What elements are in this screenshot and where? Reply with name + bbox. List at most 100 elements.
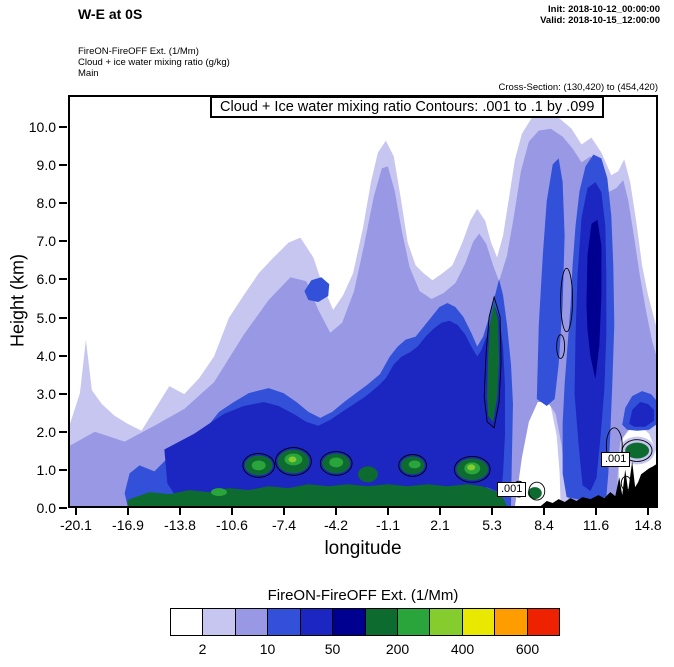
contour-fill-region <box>540 461 656 506</box>
contour-line <box>620 475 632 491</box>
y-tick-mark <box>59 202 67 205</box>
x-tick-mark <box>387 508 389 515</box>
contour-line <box>275 447 312 476</box>
contour-fill-region <box>211 488 227 497</box>
contour-fill-region <box>288 456 297 463</box>
colorbar-cell <box>527 609 560 635</box>
y-tick-label: 1.0 <box>36 461 56 478</box>
x-tick-mark <box>543 508 545 515</box>
y-tick-mark <box>59 126 67 128</box>
x-tick-mark <box>179 508 181 515</box>
y-tick-mark <box>59 278 67 281</box>
valid-time-text: Valid: 2018-10-15_12:00:00 <box>540 15 660 26</box>
x-tick-label: 14.8 <box>634 517 662 533</box>
colorbar-tick-label: 2 <box>198 641 207 657</box>
contour-variable-text: Cloud + ice water mixing ratio (g/kg) <box>78 57 230 68</box>
contour-label-box: .001 <box>601 452 631 467</box>
init-time-text: Init: 2018-10-12_00:00:00 <box>548 4 660 15</box>
contour-fill-region <box>358 466 378 483</box>
colorbar-tick-label: 10 <box>259 641 276 657</box>
contour-line <box>556 334 566 359</box>
y-tick-label: 10.0 <box>28 119 56 135</box>
contour-line <box>528 481 546 501</box>
y-tick-label: 5.0 <box>36 309 56 326</box>
x-tick-mark <box>75 508 77 515</box>
colorbar-tick-label: 600 <box>515 641 540 657</box>
x-tick-mark <box>491 508 493 515</box>
y-tick-label: 8.0 <box>36 195 56 212</box>
colorbar-cell <box>171 609 204 635</box>
contour-field <box>70 113 656 507</box>
y-tick-label: 7.0 <box>36 233 56 250</box>
contour-fill-region <box>251 460 266 471</box>
contour-fill-region <box>629 402 655 427</box>
contour-fill-region <box>467 464 476 471</box>
x-tick-label: -13.8 <box>164 517 196 533</box>
y-tick-label: 3.0 <box>36 385 56 402</box>
contour-line <box>398 454 428 477</box>
colorbar-cell <box>300 609 334 635</box>
colorbar-cell <box>462 609 496 635</box>
page-title: W-E at 0S <box>78 6 143 22</box>
x-tick-label: 2.1 <box>430 517 450 533</box>
colorbar-cell <box>365 609 398 635</box>
contour-fill-region <box>536 158 565 406</box>
y-tick-label: 6.0 <box>36 271 56 288</box>
colorbar-cell <box>333 609 366 635</box>
x-tick-mark <box>647 508 649 515</box>
x-tick-label: 5.3 <box>482 517 502 533</box>
contour-fill-region <box>527 487 542 500</box>
colorbar-tick-label: 400 <box>450 641 475 657</box>
x-axis-label: longitude <box>324 538 402 559</box>
contour-line <box>483 295 502 429</box>
x-tick-label: -16.9 <box>112 517 144 533</box>
contour-fill-region <box>487 302 500 422</box>
x-tick-label: -20.1 <box>60 517 92 533</box>
colorbar-cell <box>430 609 463 635</box>
colorbar-tick-label: 50 <box>324 641 341 657</box>
x-tick-label: -1.1 <box>375 517 401 533</box>
y-tick-label: 9.0 <box>36 157 56 174</box>
domain-name-text: Main <box>78 68 99 79</box>
y-tick-mark <box>59 468 67 471</box>
plot-area <box>68 95 658 508</box>
contour-line <box>242 453 276 478</box>
x-tick-mark <box>335 508 337 515</box>
contour-fill-region <box>164 306 506 497</box>
y-tick-mark <box>59 392 67 395</box>
contour-line <box>453 456 491 483</box>
colorbar <box>170 608 560 636</box>
x-tick-mark <box>439 508 441 515</box>
contour-fill-region <box>329 457 344 468</box>
y-tick-mark <box>59 316 67 319</box>
x-tick-label: 11.6 <box>582 517 610 533</box>
field-name-text: FireON-FireOFF Ext. (1/Mm) <box>78 46 199 57</box>
contour-line <box>560 267 574 333</box>
contour-fill-region <box>586 219 602 380</box>
x-tick-label: -10.6 <box>216 517 248 533</box>
colorbar-cell <box>235 609 269 635</box>
colorbar-cell <box>397 609 431 635</box>
x-tick-mark <box>231 508 233 515</box>
colorbar-cell <box>495 609 528 635</box>
cross-section-text: Cross-Section: (130,420) to (454,420) <box>498 82 658 93</box>
colorbar-title: FireON-FireOFF Ext. (1/Mm) <box>267 587 459 604</box>
contour-label-box: .001 <box>497 482 527 497</box>
colorbar-cell <box>268 609 301 635</box>
colorbar-cell <box>203 609 236 635</box>
x-tick-mark <box>595 508 597 515</box>
colorbar-tick-label: 200 <box>385 641 410 657</box>
plot-inner-title: Cloud + Ice water mixing ratio Contours:… <box>210 96 605 118</box>
y-tick-mark <box>59 164 67 167</box>
x-tick-label: 8.4 <box>534 517 554 533</box>
x-tick-label: -4.2 <box>323 517 349 533</box>
contour-fill-region <box>408 460 421 469</box>
y-tick-label: 4.0 <box>36 347 56 364</box>
contour-fill-region <box>625 442 650 459</box>
contour-fill-region <box>304 277 330 302</box>
y-tick-mark <box>59 507 67 509</box>
x-tick-mark <box>283 508 285 515</box>
contour-line <box>319 451 353 476</box>
y-tick-mark <box>59 430 67 433</box>
